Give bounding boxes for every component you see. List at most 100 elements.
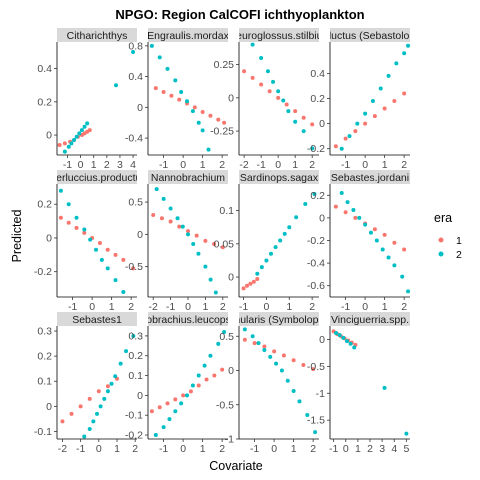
data-point-era-2 xyxy=(202,363,207,368)
x-tick-label: 2 xyxy=(219,159,225,171)
x-tick-label: -1 xyxy=(63,159,72,171)
x-tick-label: 0 xyxy=(180,159,186,171)
data-point-era-1 xyxy=(58,215,63,220)
x-tick-label: -2 xyxy=(239,159,248,171)
x-tick-label: 2 xyxy=(219,443,225,455)
data-point-era-2 xyxy=(131,49,136,54)
y-tick-label: -0.2 xyxy=(34,266,52,278)
panel: Stenobrachius.leucopsarus -0.2 -0.1 0 0.1 0.2… xyxy=(125,312,228,455)
data-point-era-2 xyxy=(82,227,87,232)
data-point-era-1 xyxy=(248,281,253,286)
strip-background xyxy=(57,170,137,184)
data-point-era-2 xyxy=(190,109,195,114)
strip-label: Sebastes.jordani xyxy=(331,172,409,184)
x-tick-label: 3 xyxy=(379,443,385,455)
x-tick-label: 0 xyxy=(362,159,368,171)
y-tick-label: 0.8 xyxy=(128,40,143,52)
data-point-era-1 xyxy=(276,95,281,100)
x-tick-label: 1 xyxy=(109,301,115,313)
data-point-era-1 xyxy=(153,86,158,91)
x-tick-label: -1 xyxy=(341,301,350,313)
y-tick-label: 0 xyxy=(319,212,325,224)
data-point-era-2 xyxy=(404,431,409,436)
x-tick-label: -1 xyxy=(166,301,175,313)
data-point-era-2 xyxy=(208,277,213,282)
legend-key-era-1 xyxy=(438,237,444,243)
x-tick-label: 0 xyxy=(264,301,270,313)
data-point-era-1 xyxy=(353,215,358,220)
data-point-era-1 xyxy=(82,230,87,235)
data-point-era-1 xyxy=(203,238,208,243)
data-point-era-2 xyxy=(374,238,379,243)
strip-label: Citharichthys xyxy=(67,30,128,42)
strip-label: Tarletonbeania.crenularis (Symbolophorus… xyxy=(148,314,410,326)
x-tick-label: 0 xyxy=(343,443,349,455)
y-tick-label: 0.25 xyxy=(214,59,235,71)
y-tick-label: 0.4 xyxy=(128,71,143,83)
data-point-era-2 xyxy=(382,385,387,390)
data-point-era-2 xyxy=(102,396,107,401)
x-tick-label: -1 xyxy=(341,159,350,171)
x-tick-label: 1 xyxy=(91,159,97,171)
data-point-era-1 xyxy=(149,409,154,414)
x-tick-label: 2 xyxy=(401,301,407,313)
data-point-era-2 xyxy=(168,206,173,211)
data-point-era-2 xyxy=(157,55,162,60)
legend: era 1 2 xyxy=(434,211,462,261)
y-tick-label: 0.4 xyxy=(310,68,325,80)
data-point-era-1 xyxy=(173,397,178,402)
data-point-era-2 xyxy=(273,245,278,250)
data-point-era-2 xyxy=(124,349,129,354)
data-point-era-1 xyxy=(252,341,257,346)
data-point-era-2 xyxy=(85,121,90,126)
x-tick-label: 0 xyxy=(362,301,368,313)
y-tick-label: 0.1 xyxy=(37,376,52,388)
data-point-era-2 xyxy=(191,242,196,247)
y-tick-label: 0.5 xyxy=(219,331,234,343)
data-point-era-1 xyxy=(200,109,205,114)
data-point-era-2 xyxy=(242,327,247,332)
data-point-era-1 xyxy=(343,210,348,215)
data-point-era-2 xyxy=(287,225,292,230)
data-point-era-2 xyxy=(368,230,373,235)
data-point-era-1 xyxy=(194,233,199,238)
y-tick-label: -1 xyxy=(225,434,234,446)
data-point-era-1 xyxy=(272,349,277,354)
strip-label: Merluccius.productus xyxy=(47,172,146,184)
data-point-era-1 xyxy=(363,121,368,126)
y-tick-label: 0.2 xyxy=(128,350,143,362)
data-point-era-1 xyxy=(392,240,397,245)
data-point-era-2 xyxy=(347,134,352,139)
data-point-era-2 xyxy=(213,290,218,295)
data-point-era-1 xyxy=(333,144,338,149)
data-point-era-2 xyxy=(113,278,118,283)
data-point-era-2 xyxy=(310,146,315,151)
data-point-era-2 xyxy=(180,224,185,229)
strip-background xyxy=(330,312,410,326)
data-point-era-2 xyxy=(363,111,368,116)
data-point-era-2 xyxy=(196,251,201,256)
legend-label: 2 xyxy=(456,249,462,261)
y-tick-label: -0.2 xyxy=(307,235,325,247)
data-point-era-1 xyxy=(105,384,110,389)
panel: Engraulis.mordax -0.4 0 0.4 0.8 -1 0 1 2 xyxy=(125,28,228,171)
strip-background xyxy=(239,28,319,42)
data-point-era-2 xyxy=(345,200,350,205)
data-point-era-2 xyxy=(167,417,172,422)
data-point-era-2 xyxy=(154,187,159,192)
y-tick-label: -0.6 xyxy=(307,280,325,292)
y-tick-label: -0.25 xyxy=(210,126,234,138)
data-point-era-1 xyxy=(96,389,101,394)
data-point-era-2 xyxy=(278,238,283,243)
data-point-era-1 xyxy=(267,89,272,94)
data-point-era-1 xyxy=(157,405,162,410)
data-point-era-2 xyxy=(186,232,190,237)
data-point-era-2 xyxy=(190,383,195,388)
x-tick-label: -1 xyxy=(159,159,168,171)
data-point-era-1 xyxy=(310,122,315,127)
strip-background xyxy=(148,28,228,42)
y-tick-label: -0.2 xyxy=(307,143,325,155)
x-tick-label: 4 xyxy=(391,443,397,455)
data-point-era-2 xyxy=(293,119,298,124)
